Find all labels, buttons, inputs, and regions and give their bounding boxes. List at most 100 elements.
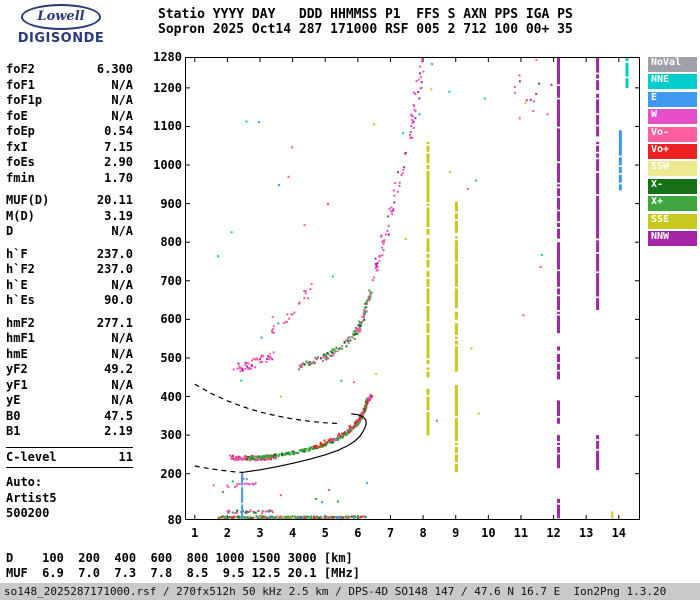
x-tick-label-14: 14 (611, 526, 627, 540)
param-label: B1 (6, 424, 21, 438)
param-row-ye: yE N/A (6, 393, 133, 409)
x-tick-label-5: 5 (321, 526, 329, 540)
param-value: N/A (111, 108, 133, 123)
parameter-group: hmF2 277.1 hmF1 N/A hmE N/A yF2 49.2 yF1 N/A yE N/A… (6, 316, 133, 440)
legend-item-noval: NoVal (648, 57, 697, 72)
param-label: yF1 (6, 377, 28, 392)
param-row-hf: h`F 237.0 (6, 247, 133, 263)
x-tick-label-6: 6 (354, 526, 362, 540)
param-row-hme: hmE N/A (6, 347, 133, 363)
muf-values-row: MUF 6.9 7.0 7.3 7.8 8.5 9.5 12.5 20.1 [M… (6, 566, 361, 580)
muf-distance-row: D 100 200 400 600 800 1000 1500 3000 [km… (6, 551, 353, 565)
y-tick-label-400: 400 (160, 389, 182, 404)
param-label: C-level (6, 449, 57, 464)
param-row-fxi: fxI 7.15 (6, 140, 133, 156)
y-tick-label-1100: 1100 (153, 119, 182, 134)
param-label: yF2 (6, 362, 28, 376)
x-tick-label-11: 11 (513, 526, 529, 540)
y-tick-label-700: 700 (160, 273, 182, 288)
y-tick-label-80: 80 (167, 513, 182, 527)
parameter-group: foF2 6.300 foF1 N/A foF1p N/A foE N/A foEp 0.54 fx… (6, 62, 133, 186)
param-row-clevel: C-level 11 (6, 450, 133, 466)
extrapolated-profile-curve (194, 465, 244, 474)
parameter-group: Auto: Artist5 500200 (6, 475, 133, 522)
param-label: h`F2 (6, 262, 35, 276)
param-label: foEp (6, 124, 35, 138)
y-tick-label-1280: 1280 (153, 50, 182, 64)
param-value: 49.2 (104, 362, 133, 376)
param-value: 47.5 (104, 408, 133, 423)
param-text: Artist5 (6, 490, 57, 505)
param-text: Auto: (6, 475, 43, 489)
y-tick-label-500: 500 (160, 350, 182, 365)
param-value: 237.0 (96, 262, 133, 276)
param-label: h`F (6, 246, 28, 261)
param-value: N/A (111, 224, 133, 238)
y-tick-label-800: 800 (160, 235, 182, 250)
header-field-names: Statio YYYY DAY DDD HHMMSS P1 FFS S AXN … (158, 7, 573, 22)
param-label: fxI (6, 139, 28, 154)
x-tick-label-2: 2 (223, 526, 231, 540)
param-row-b1: B1 2.19 (6, 424, 133, 440)
x-tick-label-13: 13 (578, 526, 594, 540)
param-label: foF1p (6, 93, 43, 107)
param-label: fmin (6, 170, 35, 185)
direction-color-legend: NoVal NNE E W Vo- Vo+ SSW X- X+ SSE NNW (648, 57, 697, 248)
y-tick-label-200: 200 (160, 466, 182, 481)
param-value: 2.90 (104, 155, 133, 169)
param-value: 277.1 (96, 315, 133, 330)
x-tick-label-12: 12 (546, 526, 561, 540)
param-value: N/A (111, 93, 133, 107)
param-row-he: h`E N/A (6, 278, 133, 294)
x-tick-label-8: 8 (419, 526, 427, 540)
plot-border (185, 57, 640, 520)
param-label: B0 (6, 408, 21, 423)
legend-item-ssw: SSW (648, 161, 697, 177)
legend-item-sse: SSE (648, 213, 697, 229)
parameter-panel: foF2 6.300 foF1 N/A foF1p N/A foE N/A foEp 0.54 fx… (6, 62, 133, 529)
param-label: hmF2 (6, 315, 35, 330)
y-tick-label-300: 300 (160, 428, 182, 443)
param-row-hes: h`Es 90.0 (6, 293, 133, 309)
param-row-fof1: foF1 N/A (6, 78, 133, 94)
y-tick-label-1000: 1000 (153, 158, 182, 173)
param-value: 237.0 (96, 246, 133, 261)
param-label: yE (6, 393, 21, 407)
x-tick-label-4: 4 (289, 526, 297, 540)
param-row-fof2: foF2 6.300 (6, 62, 133, 78)
logo-product-text: DIGISONDE (17, 31, 105, 46)
y-tick-label-900: 900 (160, 196, 182, 211)
param-row-md: M(D) 3.19 (6, 209, 133, 225)
param-row-mufd: MUF(D) 20.11 (6, 193, 133, 209)
parameter-group: MUF(D) 20.11 M(D) 3.19 D N/A (6, 193, 133, 240)
lowell-digisonde-logo: Lowell DIGISONDE (8, 4, 114, 46)
param-label: MUF(D) (6, 193, 50, 207)
param-row-d: D N/A (6, 224, 133, 240)
x-tick-label-7: 7 (386, 526, 395, 540)
param-row-yf1: yF1 N/A (6, 378, 133, 394)
param-row-hf2: h`F2 237.0 (6, 262, 133, 278)
legend-item-nnw: NNW (648, 230, 697, 246)
param-value: 20.11 (96, 193, 133, 207)
param-label: h`Es (6, 293, 35, 307)
param-label: hmF1 (6, 331, 35, 345)
extrapolated-profile-curve (194, 383, 339, 425)
ionogram-plot (185, 57, 640, 520)
lowell-logo-oval: Lowell (21, 4, 101, 30)
param-value: 3.19 (104, 208, 133, 223)
ionogram-canvas (185, 57, 640, 520)
param-value: 6.300 (96, 62, 133, 76)
param-value: N/A (111, 77, 133, 92)
param-row-foep: foEp 0.54 (6, 124, 133, 140)
param-value: N/A (111, 331, 133, 345)
status-bar: so148_2025287171000.rsf / 270fx512h 50 k… (0, 583, 700, 600)
param-label: foF1 (6, 77, 35, 92)
param-value: N/A (111, 277, 133, 292)
param-label: hmE (6, 346, 28, 361)
x-tick-label-10: 10 (481, 526, 496, 540)
parameter-group: h`F 237.0 h`F2 237.0 h`E N/A h`Es 90.0 (6, 247, 133, 309)
legend-item-x: X- (648, 178, 697, 194)
legend-item-w: W (648, 109, 697, 125)
param-value: 0.54 (104, 124, 133, 138)
